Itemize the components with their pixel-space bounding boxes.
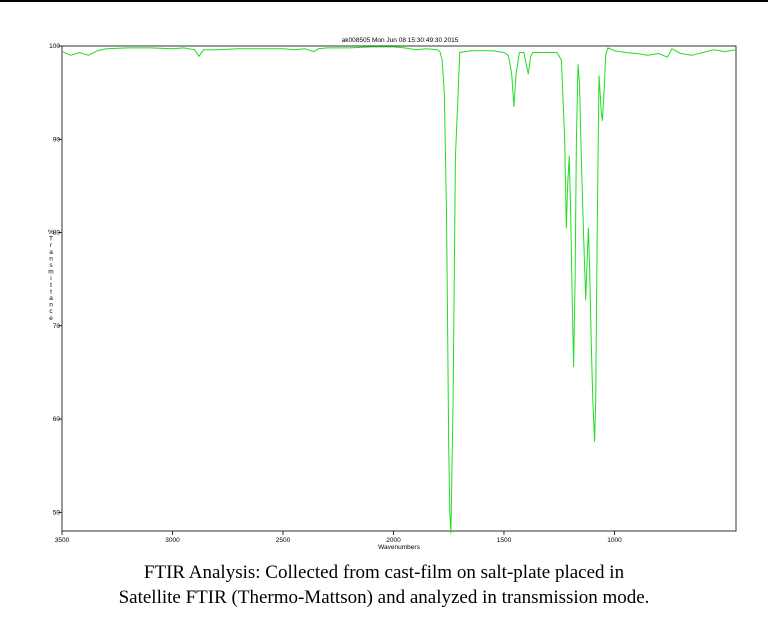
y-tick-label: 60: [53, 416, 61, 423]
plot-frame: [61, 45, 737, 532]
x-tick-label: 3500: [55, 537, 70, 544]
caption-line-2: Satellite FTIR (Thermo-Mattson) and anal…: [118, 587, 650, 608]
x-axis: 3500 3000 2500 2000 1500 1000: [55, 531, 622, 544]
x-axis-label: Wavenumbers: [378, 544, 420, 551]
y-axis: 50 60 70 80 90 100: [49, 43, 62, 516]
caption-line-1: FTIR Analysis: Collected from cast-film …: [143, 562, 625, 583]
y-tick-label: 70: [53, 323, 61, 330]
x-tick-label: 1000: [607, 537, 622, 544]
spectrum-line: [61, 46, 737, 534]
chart-title: ak008505 Mon Jun 08 15:30:49:30 2015: [342, 37, 459, 44]
y-tick-label: 50: [53, 509, 61, 516]
ftir-chart: ak008505 Mon Jun 08 15:30:49:30 2015 350…: [48, 37, 737, 551]
x-tick-label: 2000: [386, 537, 401, 544]
top-rule: [0, 0, 768, 2]
x-tick-label: 3000: [165, 537, 180, 544]
y-tick-label: 80: [53, 230, 61, 237]
figure-caption: FTIR Analysis: Collected from cast-film …: [0, 560, 768, 610]
y-tick-label: 100: [49, 43, 60, 50]
plot-area: [61, 45, 737, 534]
x-tick-label: 2500: [276, 537, 291, 544]
x-tick-label: 1500: [497, 537, 512, 544]
y-tick-label: 90: [53, 136, 61, 143]
